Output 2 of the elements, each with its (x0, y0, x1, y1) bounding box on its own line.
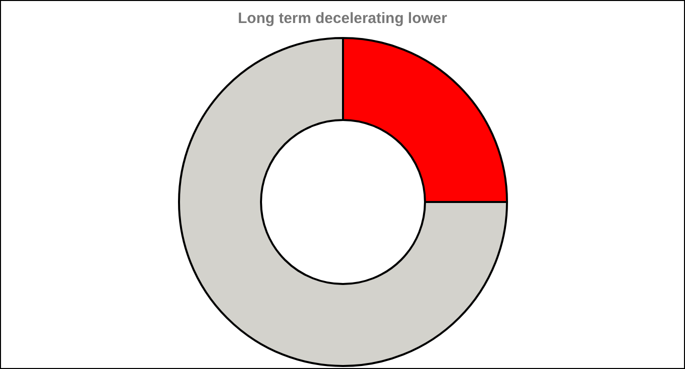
chart-title: Long term decelerating lower (238, 10, 448, 27)
donut-slice (178, 37, 508, 367)
